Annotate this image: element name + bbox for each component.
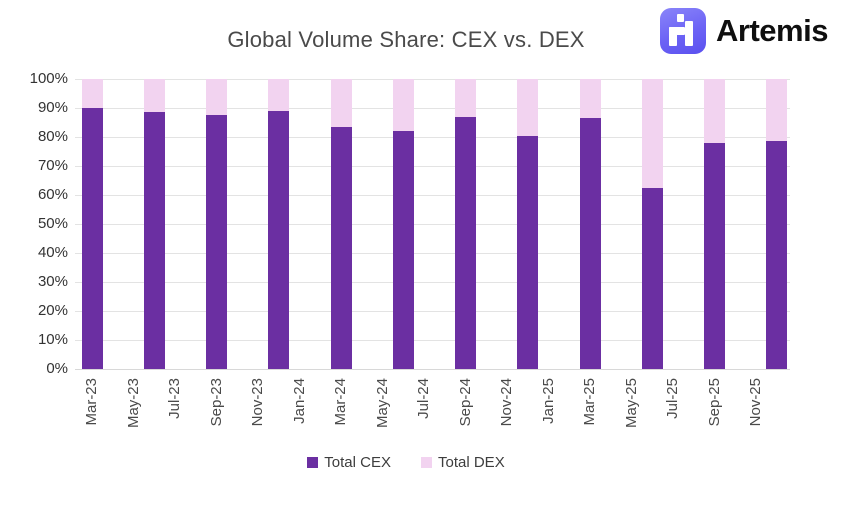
y-axis-tick-label: 70% (37, 157, 68, 174)
legend-item-total-cex: Total CEX (307, 454, 391, 471)
gridline-40% (75, 252, 790, 254)
bar-total-dex-Jun-25 (641, 79, 663, 188)
y-axis-tick-label: 90% (37, 99, 68, 116)
gridline-10% (75, 339, 790, 341)
x-axis-tick-label: Jul-23 (166, 378, 183, 419)
bar-total-dex-Dec-25 (766, 79, 788, 142)
gridline-30% (75, 281, 790, 283)
bar-total-dex-Jun-24 (392, 79, 414, 132)
bar-total-cex-Dec-24 (517, 135, 539, 369)
bar-total-dex-Dec-23 (268, 79, 290, 111)
x-axis-tick-label: Nov-23 (249, 378, 266, 427)
artemis-pixel-a-icon (660, 8, 706, 54)
gridline-70% (75, 165, 790, 167)
plot-area (75, 78, 790, 370)
artemis-logo: Artemis (660, 8, 828, 54)
legend-swatch-cex-icon (307, 456, 319, 468)
bar-total-dex-Dec-24 (517, 79, 539, 136)
y-axis-tick-label: 50% (37, 215, 68, 232)
x-axis-tick-label: May-25 (622, 378, 640, 429)
x-axis-tick-label: Mar-24 (332, 378, 349, 426)
x-axis-tick-label: Jul-25 (664, 378, 681, 419)
bar-total-cex-Mar-24 (330, 126, 352, 369)
gridline-60% (75, 194, 790, 196)
legend-label-total-cex: Total CEX (324, 453, 391, 471)
x-axis-tick-label: Nov-24 (498, 378, 515, 427)
bar-total-dex-Mar-23 (81, 79, 103, 108)
bar-total-cex-Jun-23 (143, 112, 165, 369)
legend-label-total-dex: Total DEX (438, 453, 505, 471)
bar-total-cex-Mar-23 (81, 108, 103, 369)
gridline-100% (75, 78, 790, 80)
x-axis-tick-label: Nov-25 (747, 378, 764, 427)
bar-total-cex-Dec-25 (766, 141, 788, 369)
bar-total-dex-Mar-24 (330, 79, 352, 127)
x-axis-tick-label: Jan-24 (290, 378, 308, 424)
gridline-80% (75, 136, 790, 138)
y-axis-tick-label: 0% (46, 360, 68, 377)
x-axis-tick-label: Jan-25 (539, 378, 557, 424)
chart-title: Global Volume Share: CEX vs. DEX (227, 27, 585, 52)
x-axis-tick-label: May-23 (124, 378, 142, 429)
bar-total-cex-Sep-24 (455, 116, 476, 369)
bar-total-dex-Sep-25 (704, 79, 725, 143)
y-axis-tick-label: 40% (37, 244, 68, 261)
x-axis-tick-label: Sep-25 (705, 378, 723, 427)
x-axis-tick-label: Jul-24 (415, 378, 432, 419)
x-axis-tick-label: Mar-25 (581, 378, 598, 426)
bar-total-cex-Mar-25 (579, 118, 601, 369)
gridline-50% (75, 223, 790, 225)
y-axis-tick-label: 10% (37, 331, 68, 348)
y-axis-tick-label: 80% (37, 128, 68, 145)
bar-total-cex-Sep-25 (704, 142, 725, 369)
legend-item-total-dex: Total DEX (421, 454, 505, 471)
bar-total-cex-Dec-23 (268, 110, 290, 369)
y-axis-tick-label: 30% (37, 273, 68, 290)
bar-total-dex-Sep-23 (206, 79, 227, 116)
brand-wordmark: Artemis (716, 13, 828, 48)
legend-swatch-dex-icon (421, 456, 432, 468)
bar-total-cex-Jun-25 (641, 187, 663, 369)
x-axis-tick-label: Sep-24 (456, 378, 474, 427)
legend: Total CEX Total DEX (0, 451, 812, 473)
y-axis: 0% 10% 20% 30% 40% 50% 60% 70% 80% 90% 100% (0, 0, 68, 400)
x-axis-tick-label: Mar-23 (83, 378, 100, 426)
x-axis-tick-label: Sep-23 (207, 378, 225, 427)
y-axis-tick-label: 60% (37, 186, 68, 203)
bar-total-dex-Sep-24 (455, 79, 476, 117)
y-axis-tick-label: 20% (37, 302, 68, 319)
y-axis-tick-label: 100% (29, 70, 68, 87)
bar-total-dex-Jun-23 (143, 79, 165, 113)
gridline-90% (75, 107, 790, 109)
bar-total-cex-Jun-24 (392, 131, 414, 369)
bar-total-dex-Mar-25 (579, 79, 601, 119)
bar-total-cex-Sep-23 (206, 115, 227, 369)
gridline-0% (75, 368, 790, 370)
gridline-20% (75, 310, 790, 312)
x-axis-tick-label: May-24 (373, 378, 391, 429)
